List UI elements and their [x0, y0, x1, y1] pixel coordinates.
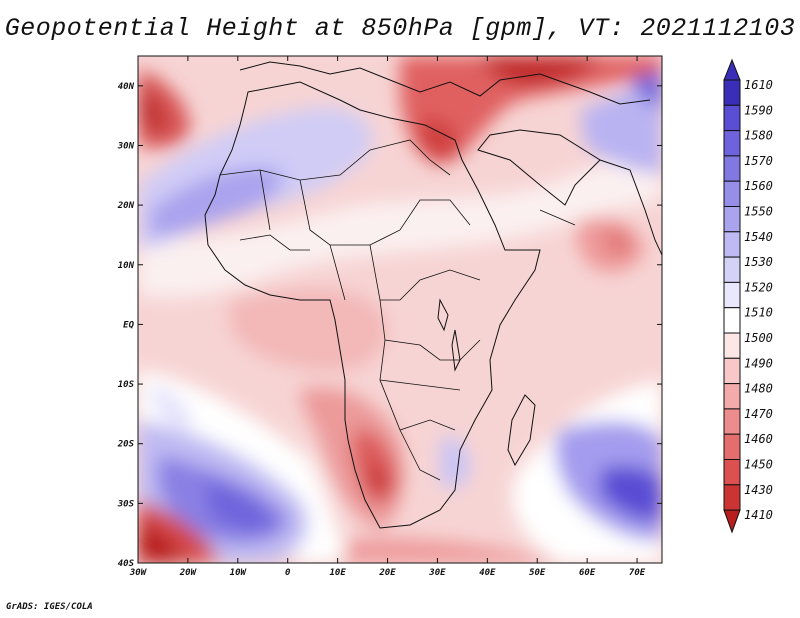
- legend-level-label: 1510: [744, 306, 773, 320]
- legend-level-label: 1530: [744, 255, 773, 269]
- legend-swatch: [723, 383, 741, 410]
- legend-swatch: [723, 459, 741, 486]
- lat-tick-label: EQ: [123, 320, 134, 330]
- legend-level-label: 1410: [744, 508, 773, 522]
- lon-tick-label: 10W: [230, 568, 248, 578]
- color-legend: 1610 1590 1580 1570 1560 1550 1540 1530 1520 1510…: [723, 58, 773, 534]
- legend-swatch: [723, 357, 741, 385]
- legend-swatch: [723, 206, 741, 233]
- legend-level-label: 1480: [744, 382, 773, 396]
- chart-title: Geopotential Height at 850hPa [gpm], VT:…: [4, 14, 796, 43]
- legend-swatch: [723, 408, 741, 435]
- legend-level-label: 1570: [744, 154, 773, 168]
- legend-swatch: [723, 307, 741, 334]
- lat-tick-label: 20S: [117, 440, 135, 450]
- lat-tick-label: 30N: [117, 141, 135, 151]
- height-field: [138, 56, 662, 563]
- lon-tick-label: 10E: [329, 568, 346, 578]
- lat-tick-label: 20N: [117, 201, 135, 211]
- lon-tick-label: 20E: [378, 568, 396, 578]
- lat-tick-label: 40S: [118, 559, 135, 569]
- lakes: [437, 298, 461, 372]
- legend-swatch: [723, 104, 741, 132]
- legend-level-label: 1490: [744, 356, 773, 370]
- mediterranean-north-coast: [239, 61, 651, 105]
- lat-tick-label: 10N: [118, 261, 135, 271]
- legend-level-label: 1540: [744, 230, 773, 244]
- legend-level-label: 1560: [744, 179, 773, 193]
- country-borders: [219, 139, 576, 481]
- legend-level-label: 1430: [744, 483, 773, 497]
- africa-coastline: [204, 81, 541, 529]
- arabia-coast: [477, 129, 601, 206]
- legend-swatch: [723, 433, 741, 461]
- lon-tick-label: 30W: [129, 568, 148, 578]
- grads-credit: GrADS: IGES/COLA: [6, 602, 93, 612]
- legend-swatch: [723, 484, 741, 511]
- legend-level-label: 1470: [744, 407, 773, 421]
- lat-tick-label: 10S: [118, 380, 135, 390]
- legend-swatch: [723, 180, 741, 207]
- lat-tick-label: 30S: [117, 499, 135, 509]
- lon-tick-label: 20W: [179, 568, 198, 578]
- legend-swatch: [723, 231, 741, 258]
- india-coast: [599, 159, 662, 256]
- legend-level-label: 1520: [744, 280, 773, 294]
- legend-top-arrow: [723, 58, 741, 81]
- legend-bottom-arrow: [723, 509, 741, 534]
- legend-level-label: 1580: [744, 129, 773, 143]
- legend-swatch: [723, 130, 741, 157]
- legend-level-label: 1610: [744, 78, 773, 92]
- madagascar-coast: [507, 394, 536, 467]
- legend-swatch: [723, 155, 741, 182]
- legend-level-label: 1590: [744, 103, 773, 117]
- legend-level-label: 1460: [744, 432, 773, 446]
- legend-level-label: 1450: [744, 458, 773, 472]
- lon-tick-label: 60E: [579, 568, 596, 578]
- legend-swatch: [723, 281, 741, 309]
- map-frame: [137, 55, 663, 564]
- coastlines: [204, 61, 662, 529]
- legend-level-label: 1550: [744, 205, 773, 219]
- legend-swatch: [723, 256, 741, 283]
- lon-tick-label: 30E: [428, 568, 446, 578]
- lon-tick-label: 0: [285, 568, 291, 578]
- legend-level-label: 1500: [744, 331, 773, 345]
- lon-tick-label: 40E: [479, 568, 496, 578]
- legend-swatch: [723, 332, 741, 359]
- legend-swatch: [723, 79, 741, 106]
- lon-tick-label: 70E: [629, 568, 646, 578]
- map-axes: 30W 20W 10W 0 10E 20E 30E 40E 50E 60E 70E 40N 30N 20N…: [117, 56, 662, 578]
- lat-tick-label: 40N: [118, 82, 135, 92]
- lon-tick-label: 50E: [529, 568, 546, 578]
